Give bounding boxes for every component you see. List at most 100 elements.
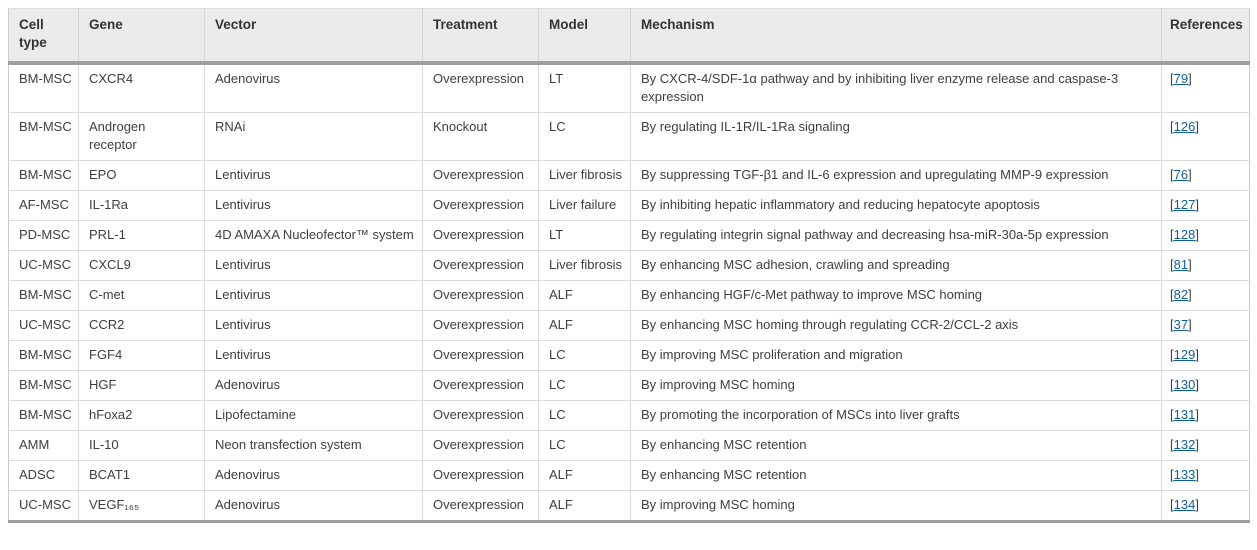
cell-vector: Lipofectamine: [204, 400, 423, 431]
column-header-cell-type: Cell type: [8, 8, 79, 65]
cell-treatment: Overexpression: [422, 280, 539, 311]
cell-references: [81]: [1161, 250, 1250, 281]
reference-link[interactable]: 130: [1173, 377, 1196, 392]
cell-mechanism: By regulating integrin signal pathway an…: [630, 220, 1162, 251]
cell-cell_type: BM-MSC: [8, 400, 79, 431]
cell-cell_type: BM-MSC: [8, 112, 79, 161]
ref-bracket-open: [: [1170, 71, 1174, 86]
cell-mechanism: By enhancing HGF/c-Met pathway to improv…: [630, 280, 1162, 311]
cell-vector: Lentivirus: [204, 310, 423, 341]
cell-references: [37]: [1161, 310, 1250, 341]
reference-link[interactable]: 79: [1173, 71, 1189, 86]
reference-link[interactable]: 128: [1173, 227, 1196, 242]
table-row: BM-MSC HGF Adenovirus Overexpression LC By im…: [8, 370, 1250, 401]
cell-model: LC: [538, 400, 631, 431]
cell-treatment: Overexpression: [422, 220, 539, 251]
reference-link[interactable]: 132: [1173, 437, 1196, 452]
cell-cell_type: PD-MSC: [8, 220, 79, 251]
ref-bracket-open: [: [1170, 257, 1174, 272]
cell-gene: EPO: [78, 160, 205, 191]
cell-cell_type: AMM: [8, 430, 79, 461]
ref-bracket-open: [: [1170, 467, 1174, 482]
reference-link[interactable]: 133: [1173, 467, 1196, 482]
table-row: BM-MSC CXCR4 Adenovirus Overexpression LT By …: [8, 63, 1250, 113]
table-row: BM-MSC Androgen receptor RNAi Knockout LC By …: [8, 112, 1250, 161]
ref-bracket-open: [: [1170, 407, 1174, 422]
ref-bracket-open: [: [1170, 227, 1174, 242]
ref-bracket-close: ]: [1195, 377, 1199, 392]
ref-bracket-open: [: [1170, 437, 1174, 452]
cell-cell_type: UC-MSC: [8, 310, 79, 341]
cell-references: [127]: [1161, 190, 1250, 221]
cell-vector: Adenovirus: [204, 490, 423, 522]
ref-bracket-open: [: [1170, 377, 1174, 392]
table-row: AMM IL-10 Neon transfection system Overexpr…: [8, 430, 1250, 461]
cell-cell_type: UC-MSC: [8, 490, 79, 522]
reference-link[interactable]: 82: [1173, 287, 1189, 302]
header-row: Cell type Gene Vector Treatment Model Me…: [8, 8, 1250, 65]
cell-cell_type: BM-MSC: [8, 280, 79, 311]
reference-link[interactable]: 127: [1173, 197, 1196, 212]
cell-treatment: Overexpression: [422, 340, 539, 371]
table-row: ADSC BCAT1 Adenovirus Overexpression ALF By e…: [8, 460, 1250, 491]
reference-link[interactable]: 131: [1173, 407, 1196, 422]
reference-link[interactable]: 81: [1173, 257, 1189, 272]
reference-link[interactable]: 126: [1173, 119, 1196, 134]
cell-references: [132]: [1161, 430, 1250, 461]
table-body: BM-MSC CXCR4 Adenovirus Overexpression LT By …: [8, 63, 1250, 522]
page: Cell type Gene Vector Treatment Model Me…: [8, 8, 1250, 523]
cell-vector: Lentivirus: [204, 160, 423, 191]
ref-bracket-close: ]: [1195, 497, 1199, 512]
ref-bracket-close: ]: [1188, 71, 1192, 86]
table-row: UC-MSC CXCL9 Lentivirus Overexpression Liver…: [8, 250, 1250, 281]
ref-bracket-open: [: [1170, 287, 1174, 302]
ref-bracket-close: ]: [1195, 119, 1199, 134]
reference-link[interactable]: 129: [1173, 347, 1196, 362]
cell-references: [76]: [1161, 160, 1250, 191]
cell-treatment: Overexpression: [422, 160, 539, 191]
cell-mechanism: By inhibiting hepatic inflammatory and r…: [630, 190, 1162, 221]
cell-gene: CCR2: [78, 310, 205, 341]
cell-vector: Lentivirus: [204, 250, 423, 281]
reference-link[interactable]: 134: [1173, 497, 1196, 512]
cell-vector: Neon transfection system: [204, 430, 423, 461]
cell-references: [82]: [1161, 280, 1250, 311]
cell-treatment: Overexpression: [422, 190, 539, 221]
cell-model: ALF: [538, 310, 631, 341]
ref-bracket-open: [: [1170, 167, 1174, 182]
ref-bracket-close: ]: [1195, 437, 1199, 452]
cell-mechanism: By promoting the incorporation of MSCs i…: [630, 400, 1162, 431]
cell-model: Liver failure: [538, 190, 631, 221]
table-row: BM-MSC C-met Lentivirus Overexpression ALF By…: [8, 280, 1250, 311]
cell-cell_type: BM-MSC: [8, 370, 79, 401]
table-row: BM-MSC EPO Lentivirus Overexpression Liver f…: [8, 160, 1250, 191]
ref-bracket-close: ]: [1188, 287, 1192, 302]
reference-link[interactable]: 76: [1173, 167, 1189, 182]
cell-gene: CXCR4: [78, 63, 205, 113]
reference-link[interactable]: 37: [1173, 317, 1189, 332]
cell-vector: 4D AMAXA Nucleofector™ system: [204, 220, 423, 251]
cell-vector: Adenovirus: [204, 460, 423, 491]
cell-treatment: Knockout: [422, 112, 539, 161]
cell-gene: IL-10: [78, 430, 205, 461]
ref-bracket-open: [: [1170, 119, 1174, 134]
cell-vector: Lentivirus: [204, 190, 423, 221]
cell-treatment: Overexpression: [422, 63, 539, 113]
ref-bracket-close: ]: [1195, 347, 1199, 362]
cell-gene: VEGF₁₆₅: [78, 490, 205, 522]
cell-vector: Lentivirus: [204, 280, 423, 311]
cell-mechanism: By improving MSC proliferation and migra…: [630, 340, 1162, 371]
cell-mechanism: By enhancing MSC homing through regulati…: [630, 310, 1162, 341]
cell-gene: Androgen receptor: [78, 112, 205, 161]
column-header-model: Model: [538, 8, 631, 65]
cell-treatment: Overexpression: [422, 370, 539, 401]
column-header-treatment: Treatment: [422, 8, 539, 65]
cell-mechanism: By enhancing MSC retention: [630, 430, 1162, 461]
cell-model: LC: [538, 370, 631, 401]
cell-references: [126]: [1161, 112, 1250, 161]
table-row: PD-MSC PRL-1 4D AMAXA Nucleofector™ system…: [8, 220, 1250, 251]
cell-gene: CXCL9: [78, 250, 205, 281]
cell-vector: Adenovirus: [204, 63, 423, 113]
cell-treatment: Overexpression: [422, 430, 539, 461]
column-header-vector: Vector: [204, 8, 423, 65]
